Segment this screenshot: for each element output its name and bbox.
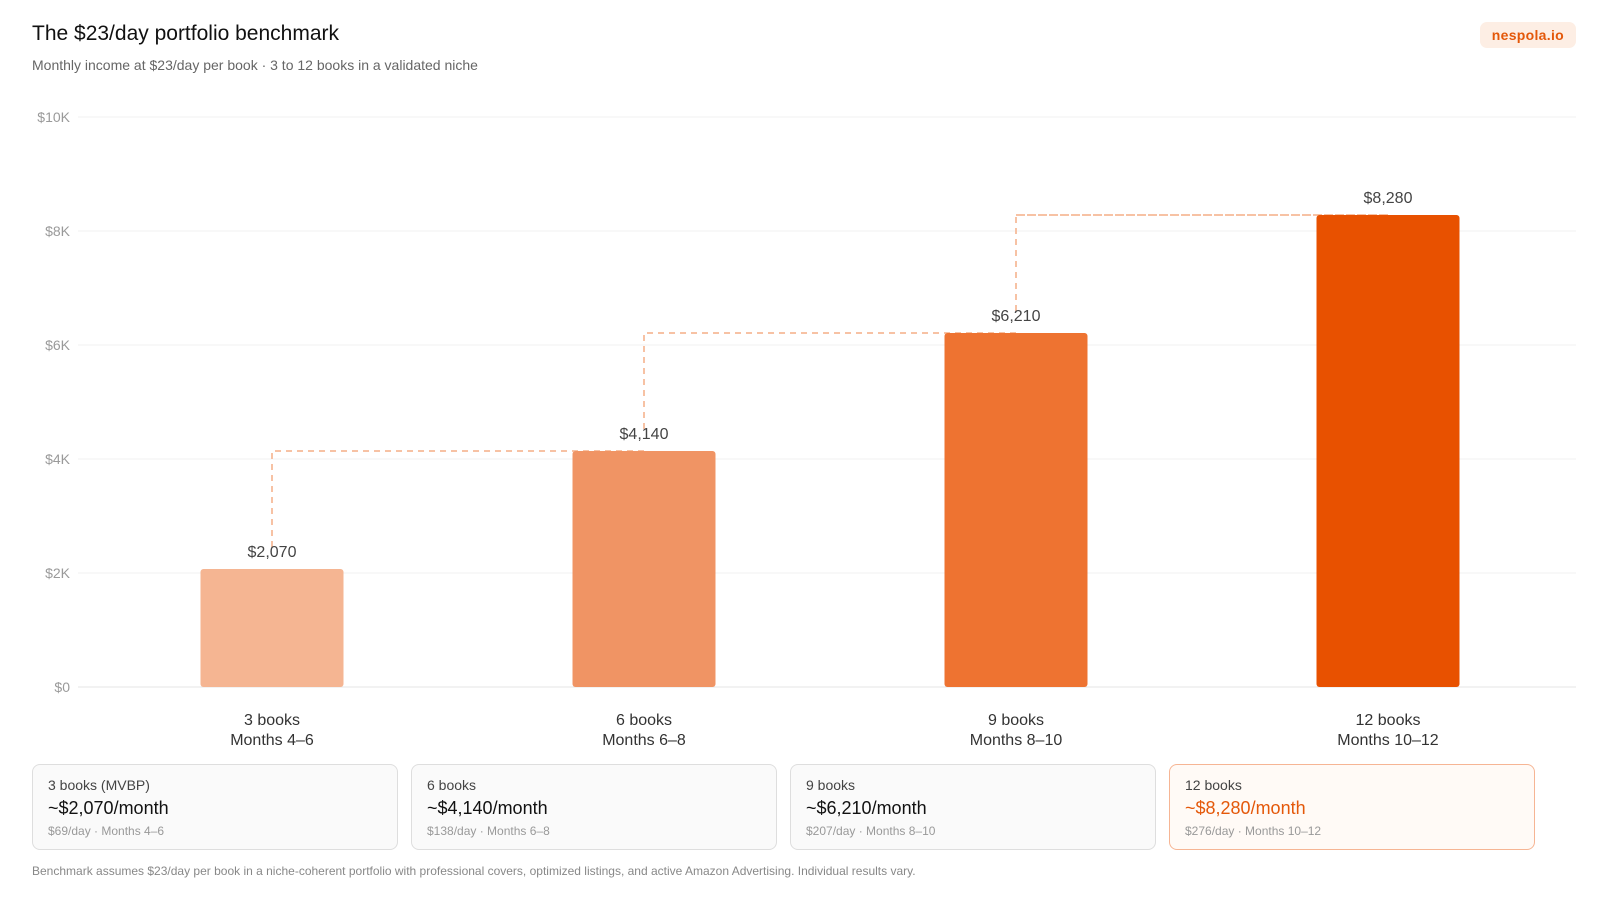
footnote: Benchmark assumes $23/day per book in a … <box>32 864 916 878</box>
bar <box>572 451 716 687</box>
x-category-sublabel: Months 4–6 <box>230 732 314 745</box>
bar <box>944 333 1088 687</box>
summary-card-6-books: 6 books ~$4,140/month $138/day · Months … <box>411 764 777 850</box>
card-value: ~$8,280/month <box>1185 798 1306 818</box>
y-tick-label: $8K <box>45 223 71 239</box>
x-category-sublabel: Months 8–10 <box>970 732 1063 745</box>
summary-card-12-books: 12 books ~$8,280/month $276/day · Months… <box>1169 764 1535 850</box>
x-category-label: 3 books <box>244 712 300 729</box>
card-label: 3 books (MVBP) <box>48 777 150 793</box>
x-category-label: 12 books <box>1356 712 1421 729</box>
x-category-label: 6 books <box>616 712 672 729</box>
y-tick-label: $10K <box>37 109 70 125</box>
bar <box>1316 215 1460 687</box>
card-detail: $69/day · Months 4–6 <box>48 824 165 838</box>
chart-subtitle: Monthly income at $23/day per book · 3 t… <box>32 57 478 73</box>
summary-card-9-books: 9 books ~$6,210/month $207/day · Months … <box>790 764 1156 850</box>
bar-value-label: $6,210 <box>992 308 1041 325</box>
bar-value-label: $8,280 <box>1364 190 1413 207</box>
bar-value-label: $2,070 <box>248 544 297 561</box>
chart-title: The $23/day portfolio benchmark <box>32 22 340 45</box>
y-tick-label: $4K <box>45 451 71 467</box>
summary-cards: 3 books (MVBP) ~$2,070/month $69/day · M… <box>32 764 1576 852</box>
card-label: 12 books <box>1185 777 1242 793</box>
y-tick-label: $6K <box>45 337 71 353</box>
card-detail: $276/day · Months 10–12 <box>1185 824 1322 838</box>
card-detail: $207/day · Months 8–10 <box>806 824 936 838</box>
bar <box>200 569 344 687</box>
card-value: ~$6,210/month <box>806 798 927 818</box>
brand-badge[interactable]: nespola.io <box>1479 22 1576 48</box>
step-connector <box>271 450 644 548</box>
bar-value-label: $4,140 <box>620 426 669 443</box>
x-category-sublabel: Months 10–12 <box>1337 732 1439 745</box>
y-tick-label: $0 <box>54 679 70 695</box>
card-value: ~$4,140/month <box>427 798 548 818</box>
card-detail: $138/day · Months 6–8 <box>427 824 550 838</box>
x-category-label: 9 books <box>988 712 1044 729</box>
bar-chart: $0 $2K $4K $6K $8K $10K $2,070 3 books Months 4–… <box>37 109 1576 745</box>
card-label: 6 books <box>427 777 477 793</box>
summary-card-3-books: 3 books (MVBP) ~$2,070/month $69/day · M… <box>32 764 398 850</box>
y-tick-label: $2K <box>45 565 71 581</box>
card-value: ~$2,070/month <box>48 798 169 818</box>
step-connector <box>643 332 1016 430</box>
card-label: 9 books <box>806 777 856 793</box>
x-category-sublabel: Months 6–8 <box>602 732 686 745</box>
